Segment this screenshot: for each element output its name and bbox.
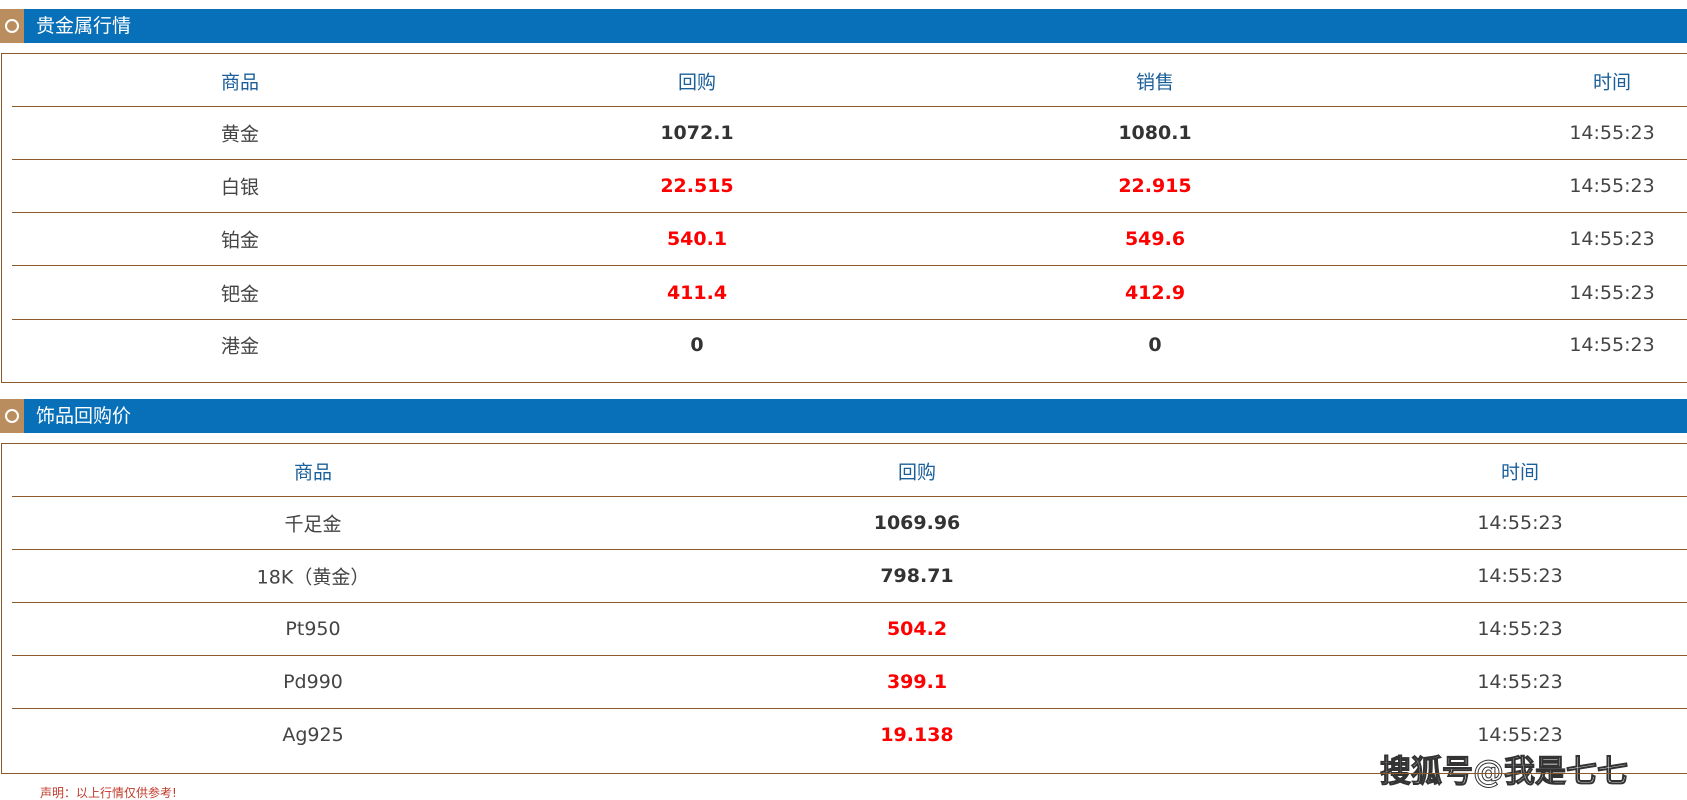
product-name: Ag925 bbox=[282, 724, 344, 746]
section-icon bbox=[0, 9, 24, 43]
update-time: 14:55:23 bbox=[1569, 175, 1655, 197]
price: 798.71 bbox=[880, 565, 954, 587]
price: 22.915 bbox=[1118, 175, 1192, 197]
row-divider bbox=[12, 602, 1687, 603]
row-divider bbox=[12, 319, 1687, 320]
row-divider bbox=[12, 212, 1687, 213]
watermark: 搜狐号@我是七七 bbox=[1380, 754, 1629, 791]
price: 412.9 bbox=[1124, 282, 1186, 304]
row-divider bbox=[12, 655, 1687, 656]
row-divider bbox=[12, 496, 1687, 497]
column-header: 时间 bbox=[1592, 71, 1632, 94]
price: 399.1 bbox=[886, 671, 948, 693]
table-box bbox=[1, 443, 1687, 774]
update-time: 14:55:23 bbox=[1477, 565, 1563, 587]
row-divider bbox=[12, 159, 1687, 160]
section-bar bbox=[0, 9, 1687, 43]
update-time: 14:55:23 bbox=[1477, 671, 1563, 693]
price: 1080.1 bbox=[1118, 122, 1192, 144]
table-box bbox=[1, 53, 1687, 383]
column-header: 商品 bbox=[293, 461, 333, 484]
price: 0 bbox=[690, 334, 704, 356]
price: 0 bbox=[1148, 334, 1162, 356]
section-title: 贵金属行情 bbox=[36, 15, 132, 37]
product-name: 铂金 bbox=[220, 229, 260, 252]
product-name: 钯金 bbox=[220, 283, 260, 306]
product-name: 千足金 bbox=[284, 513, 342, 536]
product-name: Pd990 bbox=[283, 671, 343, 693]
price: 411.4 bbox=[666, 282, 728, 304]
update-time: 14:55:23 bbox=[1569, 122, 1655, 144]
update-time: 14:55:23 bbox=[1477, 618, 1563, 640]
price: 19.138 bbox=[880, 724, 954, 746]
product-name: Pt950 bbox=[285, 618, 341, 640]
section-icon bbox=[0, 399, 24, 433]
column-header: 时间 bbox=[1500, 461, 1540, 484]
column-header: 销售 bbox=[1135, 71, 1175, 94]
price: 549.6 bbox=[1124, 228, 1186, 250]
column-header: 商品 bbox=[220, 71, 260, 94]
update-time: 14:55:23 bbox=[1477, 724, 1563, 746]
price: 1072.1 bbox=[660, 122, 734, 144]
column-header: 回购 bbox=[677, 71, 717, 94]
price: 22.515 bbox=[660, 175, 734, 197]
product-name: 18K（黄金） bbox=[256, 566, 370, 589]
update-time: 14:55:23 bbox=[1569, 282, 1655, 304]
section-title: 饰品回购价 bbox=[36, 405, 132, 427]
product-name: 黄金 bbox=[220, 123, 260, 146]
column-header: 回购 bbox=[897, 461, 937, 484]
row-divider bbox=[12, 708, 1687, 709]
disclaimer: 声明：以上行情仅供参考! bbox=[40, 786, 177, 800]
row-divider bbox=[12, 106, 1687, 107]
row-divider bbox=[12, 549, 1687, 550]
update-time: 14:55:23 bbox=[1569, 228, 1655, 250]
section-bar bbox=[0, 399, 1687, 433]
update-time: 14:55:23 bbox=[1477, 512, 1563, 534]
price: 1069.96 bbox=[873, 512, 961, 534]
update-time: 14:55:23 bbox=[1569, 334, 1655, 356]
row-divider bbox=[12, 265, 1687, 266]
product-name: 港金 bbox=[220, 335, 260, 358]
price: 504.2 bbox=[886, 618, 948, 640]
product-name: 白银 bbox=[220, 176, 260, 199]
price: 540.1 bbox=[666, 228, 728, 250]
